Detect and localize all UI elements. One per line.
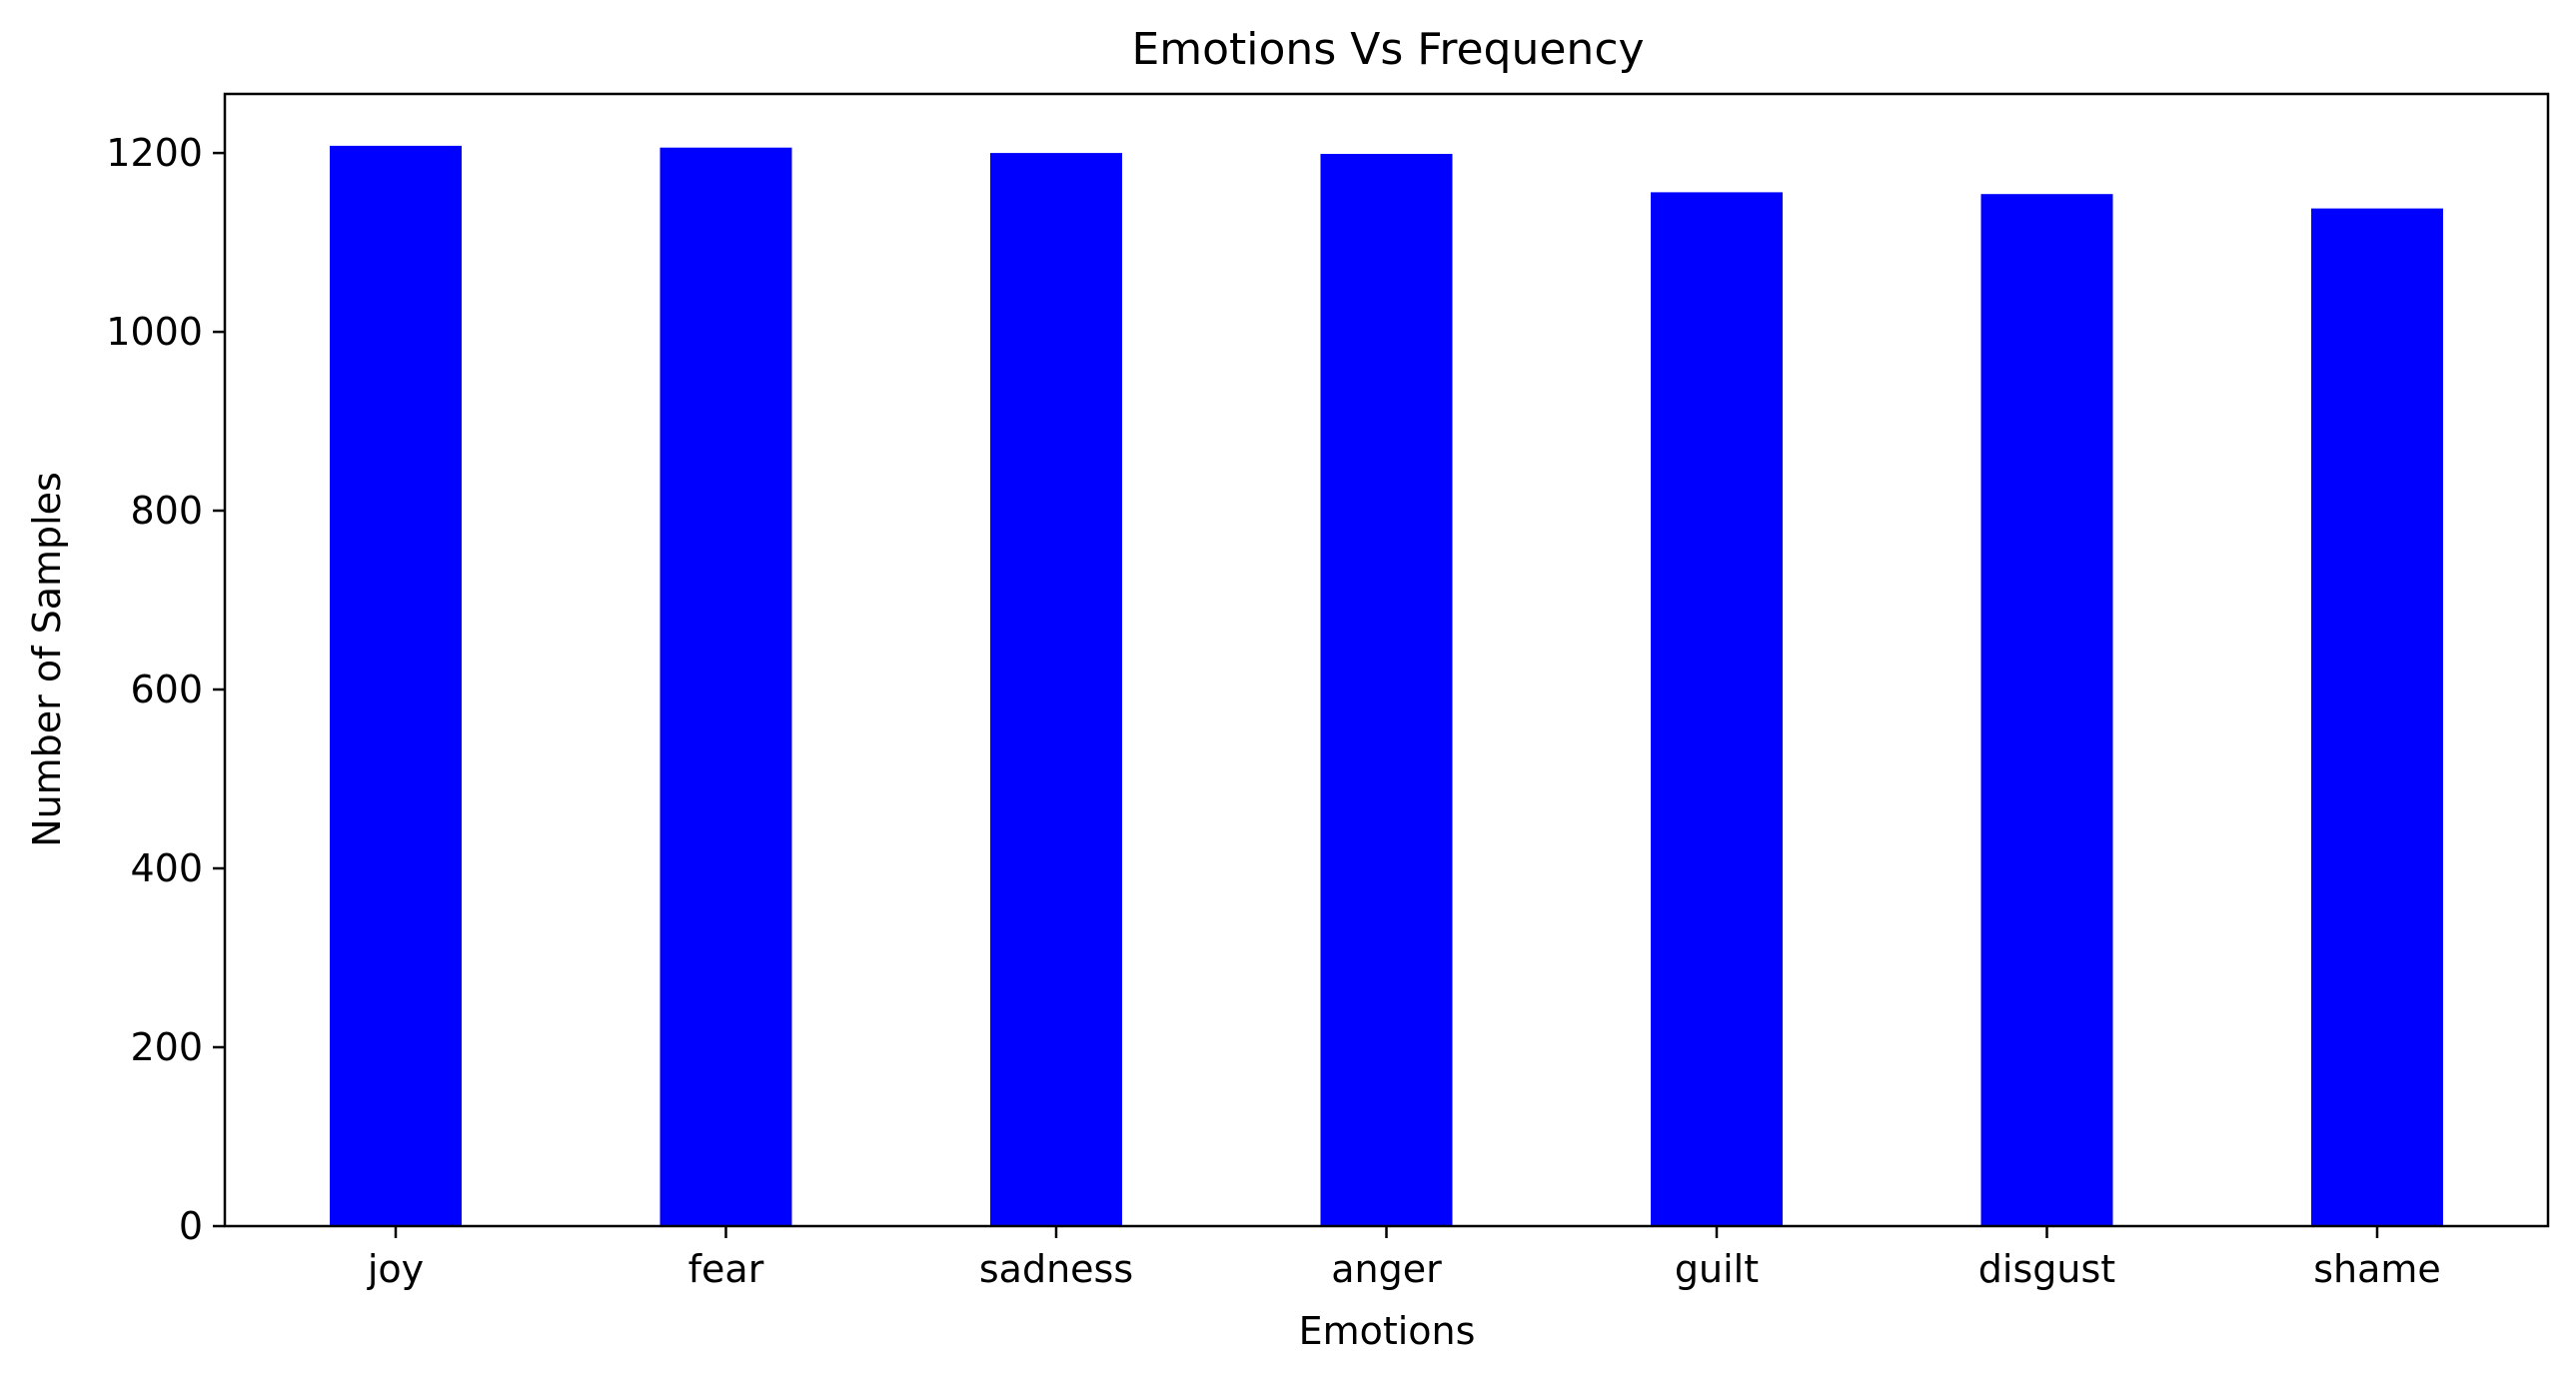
bar-shame (2311, 208, 2443, 1227)
chart-title: Emotions Vs Frequency (1131, 24, 1644, 75)
y-tick-label: 0 (179, 1204, 203, 1248)
bar-disgust (1980, 194, 2113, 1227)
x-axis-label: Emotions (1299, 1309, 1476, 1353)
x-tick-label: shame (2313, 1247, 2441, 1291)
y-tick-label: 200 (130, 1025, 203, 1069)
x-tick-label: sadness (979, 1247, 1133, 1291)
y-tick-label: 400 (130, 846, 203, 890)
x-axis-ticks: joy fear sadness anger guilt disgust shame (367, 1226, 2441, 1291)
y-tick-label: 800 (130, 489, 203, 533)
bar-anger (1320, 154, 1453, 1226)
bars-group (330, 145, 2443, 1227)
bar-sadness (990, 153, 1122, 1227)
bar-fear (659, 147, 792, 1227)
bar-joy (330, 145, 462, 1226)
y-tick-label: 1000 (106, 310, 203, 354)
bar-guilt (1651, 192, 1783, 1226)
x-tick-label: fear (688, 1247, 764, 1291)
x-tick-label: joy (367, 1247, 424, 1291)
x-tick-label: anger (1331, 1247, 1442, 1291)
x-tick-label: guilt (1675, 1247, 1759, 1291)
y-axis-ticks: 0 200 400 600 800 1000 1200 (106, 131, 225, 1248)
y-tick-label: 1200 (106, 131, 203, 175)
y-tick-label: 600 (130, 668, 203, 711)
plot-area-frame (223, 92, 2550, 1228)
x-tick-label: disgust (1978, 1247, 2115, 1291)
y-axis-label: Number of Samples (25, 472, 69, 847)
